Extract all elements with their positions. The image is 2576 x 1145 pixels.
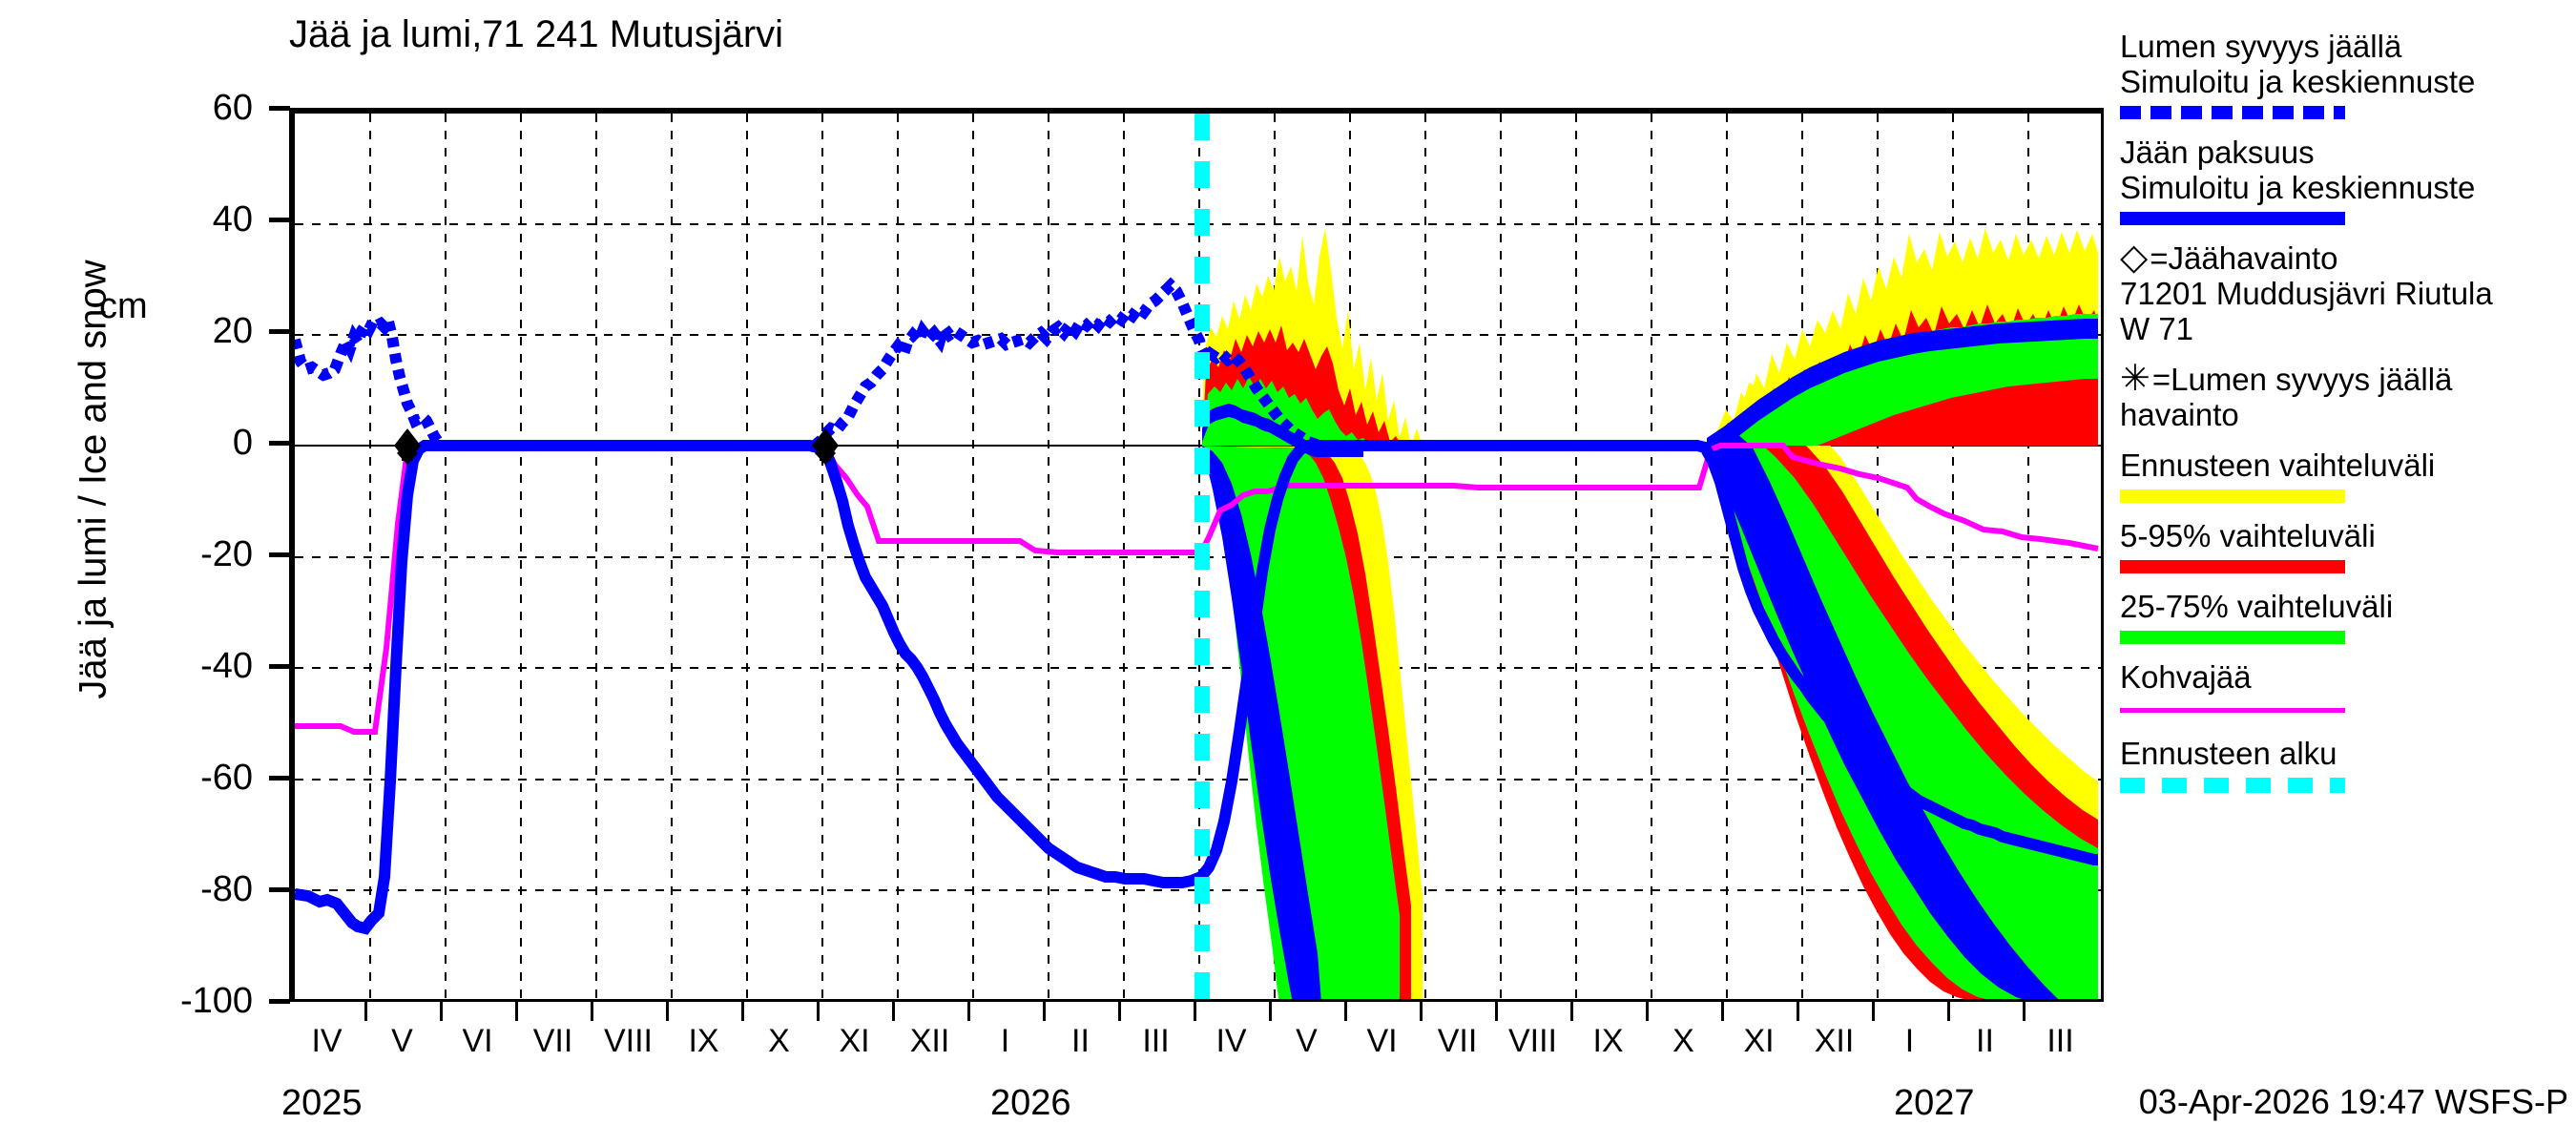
snow-observation-marker xyxy=(397,442,418,465)
asterisk-icon: ✳ xyxy=(2120,359,2150,399)
x-month-label: VII xyxy=(532,1023,573,1059)
x-month-label: II xyxy=(1976,1023,1994,1059)
x-year-label: 2026 xyxy=(990,1083,1071,1123)
ice-thickness-line xyxy=(295,440,2098,935)
legend-swatch-red xyxy=(2120,560,2345,573)
x-month-label: X xyxy=(1672,1023,1694,1059)
legend-label: 5-95% vaihteluväli xyxy=(2120,518,2376,553)
legend-swatch-green xyxy=(2120,631,2345,644)
legend-item-range-25-75[interactable]: 25-75% vaihteluväli xyxy=(2120,589,2568,644)
x-year-label: 2025 xyxy=(281,1083,363,1123)
legend-item-ice-observation[interactable]: ◇ =Jäähavainto 71201 Muddusjävri Riutula… xyxy=(2120,238,2568,346)
y-tick-label: 60 xyxy=(212,88,253,128)
legend-item-forecast-range[interactable]: Ennusteen vaihteluväli xyxy=(2120,448,2568,503)
x-month-label: IV xyxy=(311,1023,343,1059)
x-month-label: VI xyxy=(462,1023,493,1059)
legend-label: 25-75% vaihteluväli xyxy=(2120,589,2394,624)
forecast-mean-2026 xyxy=(1202,404,1363,999)
legend-label: =Jäähavainto xyxy=(2150,240,2338,276)
legend-swatch-yellow xyxy=(2120,489,2345,503)
x-month-label: IX xyxy=(1592,1023,1624,1059)
x-month-label: III xyxy=(2046,1023,2074,1059)
forecast-mean-2027 xyxy=(1707,319,2098,999)
x-month-label: XII xyxy=(1814,1023,1855,1059)
y-tick-label: -40 xyxy=(200,646,253,686)
snow-observation-marker xyxy=(815,442,836,465)
legend-label: havainto xyxy=(2120,397,2239,432)
x-month-label: III xyxy=(1142,1023,1170,1059)
legend-item-slush-ice[interactable]: Kohvajää xyxy=(2120,659,2568,713)
legend-item-ice-thickness-sim[interactable]: Jään paksuus Simuloitu ja keskiennuste xyxy=(2120,135,2568,225)
legend-swatch-dashed-cyan xyxy=(2120,778,2345,793)
snow-depth-line xyxy=(295,277,1321,451)
y-tick-label: -60 xyxy=(200,758,253,798)
legend-label: Simuloitu ja keskiennuste xyxy=(2120,170,2476,205)
legend-item-forecast-start[interactable]: Ennusteen alku xyxy=(2120,736,2568,793)
x-month-label: VI xyxy=(1366,1023,1398,1059)
y-tick-label: 20 xyxy=(212,311,253,351)
legend-label: Lumen syvyys jäällä xyxy=(2120,29,2402,64)
legend-swatch-magenta xyxy=(2120,708,2345,713)
chart-canvas xyxy=(295,114,2101,999)
x-month-label: V xyxy=(391,1023,413,1059)
legend-label: Kohvajää xyxy=(2120,659,2252,695)
x-month-label: V xyxy=(1296,1023,1318,1059)
diamond-icon: ◇ xyxy=(2120,238,2149,278)
legend-label: Simuloitu ja keskiennuste xyxy=(2120,64,2476,99)
legend-label: 71201 Muddusjävri Riutula xyxy=(2120,276,2493,311)
page-title: Jää ja lumi,71 241 Mutusjärvi xyxy=(289,13,784,55)
x-month-label: VII xyxy=(1437,1023,1478,1059)
y-tick-label: 40 xyxy=(212,199,253,239)
x-month-label: IX xyxy=(688,1023,719,1059)
x-month-label: XII xyxy=(909,1023,950,1059)
timestamp-label: 03-Apr-2026 19:47 WSFS-P xyxy=(2138,1082,2568,1121)
x-month-label: XI xyxy=(839,1023,870,1059)
legend-label: =Lumen syvyys jäällä xyxy=(2151,362,2453,397)
legend-swatch-solid-blue xyxy=(2120,212,2345,225)
x-year-label: 2027 xyxy=(1894,1083,1975,1123)
chart-legend: Lumen syvyys jäällä Simuloitu ja keskien… xyxy=(2120,29,2568,793)
y-tick-label: -80 xyxy=(200,869,253,909)
legend-label: Ennusteen alku xyxy=(2120,736,2337,771)
legend-item-snow-observation[interactable]: ✳ =Lumen syvyys jäällä havainto xyxy=(2120,359,2568,432)
x-month-label: I xyxy=(1000,1023,1010,1059)
x-month-label: XI xyxy=(1743,1023,1775,1059)
legend-label: Jään paksuus xyxy=(2120,135,2315,170)
legend-label: W 71 xyxy=(2120,311,2194,346)
legend-label: Ennusteen vaihteluväli xyxy=(2120,448,2436,483)
x-month-label: I xyxy=(1904,1023,1915,1059)
x-month-label: II xyxy=(1071,1023,1090,1059)
y-tick-label: -20 xyxy=(200,534,253,574)
x-month-label: VIII xyxy=(603,1023,654,1059)
legend-item-snow-depth-sim[interactable]: Lumen syvyys jäällä Simuloitu ja keskien… xyxy=(2120,29,2568,119)
y-axis-unit: cm xyxy=(99,286,148,326)
chart-plot-area[interactable] xyxy=(289,108,2104,1002)
legend-swatch-dashed-blue xyxy=(2120,106,2345,119)
x-month-label: VIII xyxy=(1507,1023,1558,1059)
legend-item-range-5-95[interactable]: 5-95% vaihteluväli xyxy=(2120,518,2568,573)
y-tick-label: -100 xyxy=(179,981,253,1021)
y-tick-label: 0 xyxy=(232,423,253,463)
x-month-label: X xyxy=(768,1023,790,1059)
observation-markers xyxy=(394,428,839,465)
x-month-label: IV xyxy=(1215,1023,1247,1059)
